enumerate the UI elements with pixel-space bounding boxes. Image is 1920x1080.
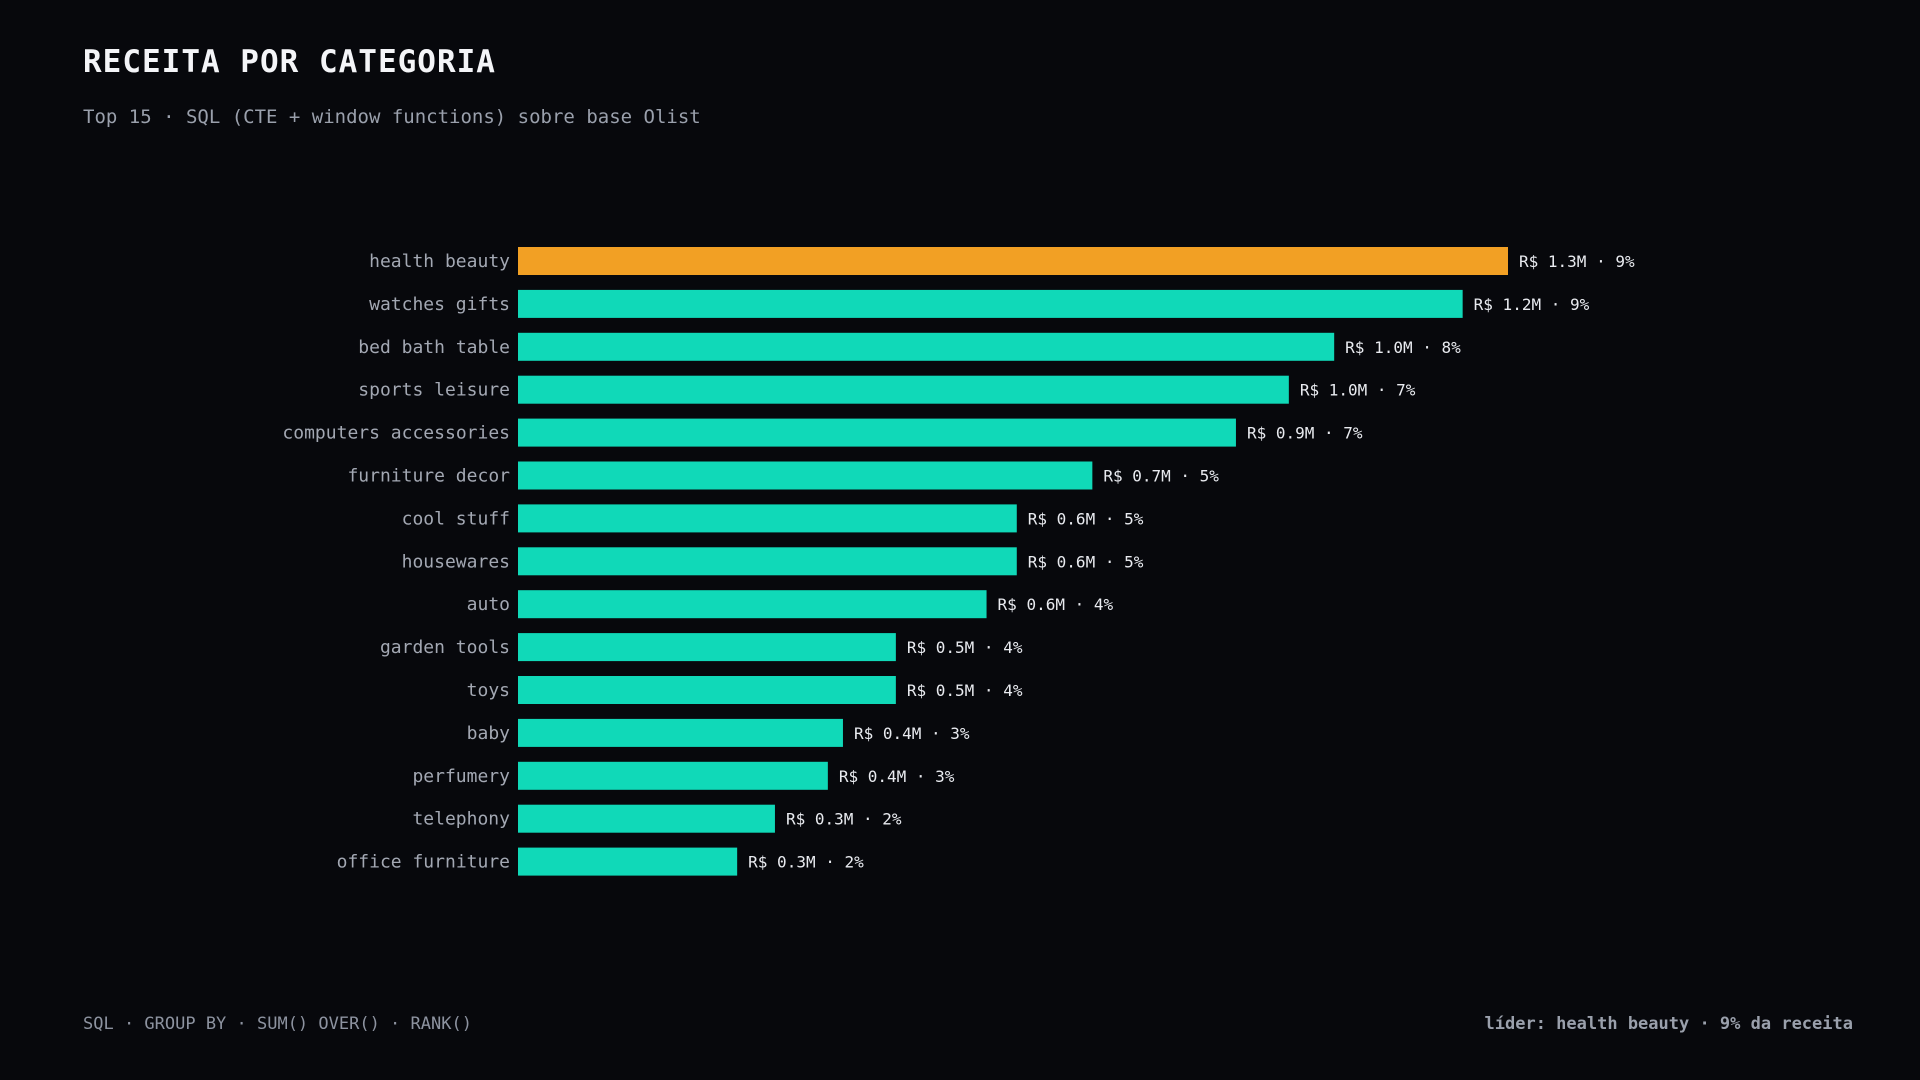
value-label: R$ 0.9M · 7% — [1247, 424, 1363, 443]
category-label: cool stuff — [402, 508, 510, 529]
bar — [518, 718, 843, 747]
value-label: R$ 0.3M · 2% — [748, 853, 864, 872]
bar — [518, 418, 1236, 447]
category-label: toys — [467, 680, 510, 701]
value-label: R$ 1.0M · 8% — [1345, 338, 1461, 357]
bar — [518, 332, 1335, 361]
bar — [518, 590, 987, 619]
value-label: R$ 1.2M · 9% — [1474, 295, 1590, 314]
footer-sql-techniques: SQL · GROUP BY · SUM() OVER() · RANK() — [83, 1014, 472, 1034]
value-label: R$ 0.5M · 4% — [907, 681, 1023, 700]
category-label: watches gifts — [369, 294, 510, 315]
highlight-bar — [518, 247, 1508, 275]
chart-title: RECEITA POR CATEGORIA — [83, 44, 496, 80]
value-label: R$ 0.6M · 4% — [998, 595, 1114, 614]
value-label: R$ 0.4M · 3% — [839, 767, 955, 786]
bar — [518, 375, 1289, 404]
category-label: perfumery — [412, 766, 510, 787]
bar — [518, 461, 1093, 490]
category-label: furniture decor — [347, 466, 510, 487]
category-label: housewares — [402, 551, 510, 572]
bar — [518, 761, 828, 790]
category-label: sports leisure — [358, 380, 510, 401]
category-label: health beauty — [369, 251, 510, 272]
category-label: garden tools — [380, 637, 510, 658]
category-label: computers accessories — [282, 423, 510, 444]
value-label: R$ 0.7M · 5% — [1103, 467, 1219, 486]
bar — [518, 504, 1017, 533]
bar — [518, 676, 896, 704]
value-label: R$ 1.0M · 7% — [1300, 381, 1416, 400]
value-label: R$ 0.4M · 3% — [854, 724, 970, 743]
bar-chart: health beauty R$ 1.3M · 9% watches gifts R$… — [282, 247, 1635, 876]
bar — [518, 289, 1463, 318]
value-label: R$ 0.3M · 2% — [786, 810, 902, 829]
value-label: R$ 0.6M · 5% — [1028, 552, 1144, 571]
bar — [518, 547, 1017, 576]
value-label: R$ 1.3M · 9% — [1519, 252, 1635, 271]
value-label: R$ 0.5M · 4% — [907, 638, 1023, 657]
footer-leader-summary: líder: health beauty · 9% da receita — [1484, 1014, 1853, 1034]
chart-subtitle: Top 15 · SQL (CTE + window functions) so… — [83, 106, 701, 128]
category-label: bed bath table — [358, 337, 510, 358]
category-label: office furniture — [337, 852, 510, 873]
category-label: auto — [467, 594, 510, 615]
bar — [518, 633, 896, 662]
bar — [518, 847, 738, 876]
category-label: baby — [467, 723, 511, 744]
value-label: R$ 0.6M · 5% — [1028, 509, 1144, 528]
category-label: telephony — [412, 809, 510, 830]
bar — [518, 804, 775, 833]
